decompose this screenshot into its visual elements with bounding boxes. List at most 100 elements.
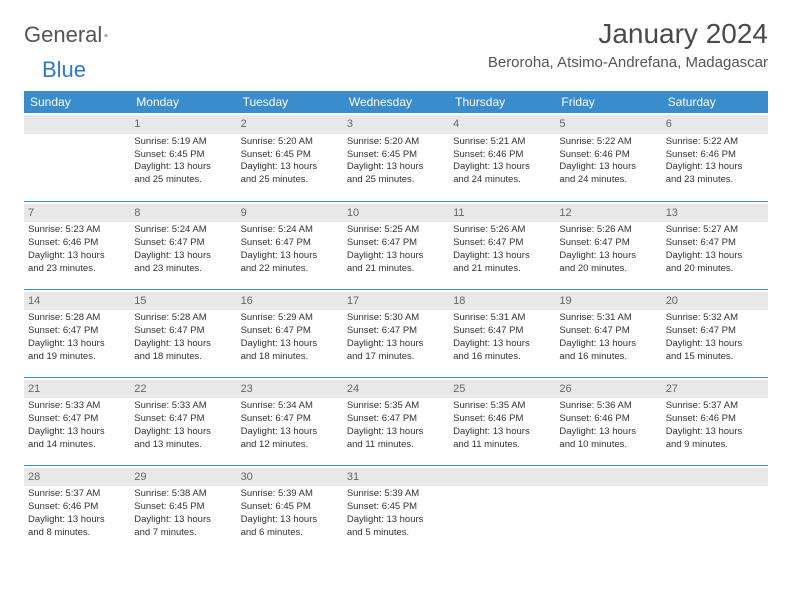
day-header: Thursday xyxy=(449,91,555,113)
calendar-day-cell: 11Sunrise: 5:26 AMSunset: 6:47 PMDayligh… xyxy=(449,201,555,289)
daylight-line: and 25 minutes. xyxy=(241,174,339,187)
daylight-line: and 21 minutes. xyxy=(347,263,445,276)
sunrise-line: Sunrise: 5:31 AM xyxy=(453,312,551,325)
day-number: 29 xyxy=(130,468,236,487)
day-number: 14 xyxy=(24,292,130,311)
daylight-line: and 16 minutes. xyxy=(453,351,551,364)
day-number: 30 xyxy=(237,468,343,487)
daylight-line: Daylight: 13 hours xyxy=(241,514,339,527)
day-number: 11 xyxy=(449,204,555,223)
sunset-line: Sunset: 6:47 PM xyxy=(241,325,339,338)
sunrise-line: Sunrise: 5:27 AM xyxy=(666,224,764,237)
day-header: Monday xyxy=(130,91,236,113)
daylight-line: Daylight: 13 hours xyxy=(241,250,339,263)
calendar-day-cell: 15Sunrise: 5:28 AMSunset: 6:47 PMDayligh… xyxy=(130,289,236,377)
daylight-line: and 23 minutes. xyxy=(666,174,764,187)
calendar-day-cell: 12Sunrise: 5:26 AMSunset: 6:47 PMDayligh… xyxy=(555,201,661,289)
sunset-line: Sunset: 6:47 PM xyxy=(134,413,232,426)
day-number: 8 xyxy=(130,204,236,223)
calendar-day-cell: 23Sunrise: 5:34 AMSunset: 6:47 PMDayligh… xyxy=(237,377,343,465)
day-number: 2 xyxy=(237,115,343,134)
sunset-line: Sunset: 6:46 PM xyxy=(559,413,657,426)
sunrise-line: Sunrise: 5:19 AM xyxy=(134,136,232,149)
sunrise-line: Sunrise: 5:28 AM xyxy=(28,312,126,325)
calendar-header-row: Sunday Monday Tuesday Wednesday Thursday… xyxy=(24,91,768,113)
sunrise-line: Sunrise: 5:24 AM xyxy=(134,224,232,237)
calendar-week-row: 28Sunrise: 5:37 AMSunset: 6:46 PMDayligh… xyxy=(24,465,768,553)
day-number: 24 xyxy=(343,380,449,399)
daylight-line: and 13 minutes. xyxy=(134,439,232,452)
sunrise-line: Sunrise: 5:29 AM xyxy=(241,312,339,325)
sunrise-line: Sunrise: 5:39 AM xyxy=(241,488,339,501)
day-number: 27 xyxy=(662,380,768,399)
daylight-line: Daylight: 13 hours xyxy=(666,426,764,439)
calendar-day-cell xyxy=(449,465,555,553)
daylight-line: Daylight: 13 hours xyxy=(559,426,657,439)
daylight-line: and 11 minutes. xyxy=(453,439,551,452)
day-number: 19 xyxy=(555,292,661,311)
sunset-line: Sunset: 6:47 PM xyxy=(28,325,126,338)
daylight-line: Daylight: 13 hours xyxy=(666,250,764,263)
sunset-line: Sunset: 6:46 PM xyxy=(666,413,764,426)
day-number: 12 xyxy=(555,204,661,223)
daylight-line: Daylight: 13 hours xyxy=(453,161,551,174)
sunrise-line: Sunrise: 5:23 AM xyxy=(28,224,126,237)
daylight-line: Daylight: 13 hours xyxy=(241,338,339,351)
sunrise-line: Sunrise: 5:35 AM xyxy=(453,400,551,413)
sunset-line: Sunset: 6:47 PM xyxy=(453,325,551,338)
calendar-day-cell: 20Sunrise: 5:32 AMSunset: 6:47 PMDayligh… xyxy=(662,289,768,377)
daylight-line: and 9 minutes. xyxy=(666,439,764,452)
daylight-line: and 19 minutes. xyxy=(28,351,126,364)
sunset-line: Sunset: 6:46 PM xyxy=(28,237,126,250)
sunset-line: Sunset: 6:45 PM xyxy=(347,501,445,514)
day-number: 9 xyxy=(237,204,343,223)
daylight-line: Daylight: 13 hours xyxy=(559,161,657,174)
location-subtitle: Beroroha, Atsimo-Andrefana, Madagascar xyxy=(488,54,768,71)
calendar-day-cell: 21Sunrise: 5:33 AMSunset: 6:47 PMDayligh… xyxy=(24,377,130,465)
sunset-line: Sunset: 6:47 PM xyxy=(134,325,232,338)
day-header: Tuesday xyxy=(237,91,343,113)
daylight-line: Daylight: 13 hours xyxy=(241,161,339,174)
daylight-line: and 18 minutes. xyxy=(134,351,232,364)
calendar-week-row: 1Sunrise: 5:19 AMSunset: 6:45 PMDaylight… xyxy=(24,113,768,201)
sunset-line: Sunset: 6:47 PM xyxy=(134,237,232,250)
day-number: 5 xyxy=(555,115,661,134)
sunrise-line: Sunrise: 5:24 AM xyxy=(241,224,339,237)
day-number: 3 xyxy=(343,115,449,134)
calendar-day-cell: 16Sunrise: 5:29 AMSunset: 6:47 PMDayligh… xyxy=(237,289,343,377)
sunrise-line: Sunrise: 5:35 AM xyxy=(347,400,445,413)
day-header: Saturday xyxy=(662,91,768,113)
sunrise-line: Sunrise: 5:26 AM xyxy=(453,224,551,237)
day-number: 28 xyxy=(24,468,130,487)
daylight-line: and 8 minutes. xyxy=(28,527,126,540)
daylight-line: Daylight: 13 hours xyxy=(559,338,657,351)
daylight-line: and 25 minutes. xyxy=(347,174,445,187)
sunset-line: Sunset: 6:46 PM xyxy=(453,413,551,426)
sunrise-line: Sunrise: 5:20 AM xyxy=(347,136,445,149)
daylight-line: and 15 minutes. xyxy=(666,351,764,364)
daylight-line: Daylight: 13 hours xyxy=(347,426,445,439)
daylight-line: and 21 minutes. xyxy=(453,263,551,276)
sunset-line: Sunset: 6:46 PM xyxy=(666,149,764,162)
sunrise-line: Sunrise: 5:39 AM xyxy=(347,488,445,501)
sunset-line: Sunset: 6:47 PM xyxy=(559,237,657,250)
day-number xyxy=(24,115,130,134)
sunrise-line: Sunrise: 5:36 AM xyxy=(559,400,657,413)
sunrise-line: Sunrise: 5:28 AM xyxy=(134,312,232,325)
logo-word-1: General xyxy=(24,22,102,48)
calendar-day-cell: 5Sunrise: 5:22 AMSunset: 6:46 PMDaylight… xyxy=(555,113,661,201)
sunrise-line: Sunrise: 5:33 AM xyxy=(28,400,126,413)
calendar-day-cell: 24Sunrise: 5:35 AMSunset: 6:47 PMDayligh… xyxy=(343,377,449,465)
sunset-line: Sunset: 6:47 PM xyxy=(241,413,339,426)
daylight-line: Daylight: 13 hours xyxy=(28,514,126,527)
sunrise-line: Sunrise: 5:37 AM xyxy=(666,400,764,413)
sunset-line: Sunset: 6:46 PM xyxy=(559,149,657,162)
calendar-day-cell xyxy=(662,465,768,553)
calendar-day-cell: 18Sunrise: 5:31 AMSunset: 6:47 PMDayligh… xyxy=(449,289,555,377)
daylight-line: and 20 minutes. xyxy=(666,263,764,276)
day-number: 31 xyxy=(343,468,449,487)
daylight-line: Daylight: 13 hours xyxy=(666,338,764,351)
sunset-line: Sunset: 6:47 PM xyxy=(453,237,551,250)
title-block: January 2024 Beroroha, Atsimo-Andrefana,… xyxy=(488,18,768,71)
sunrise-line: Sunrise: 5:38 AM xyxy=(134,488,232,501)
